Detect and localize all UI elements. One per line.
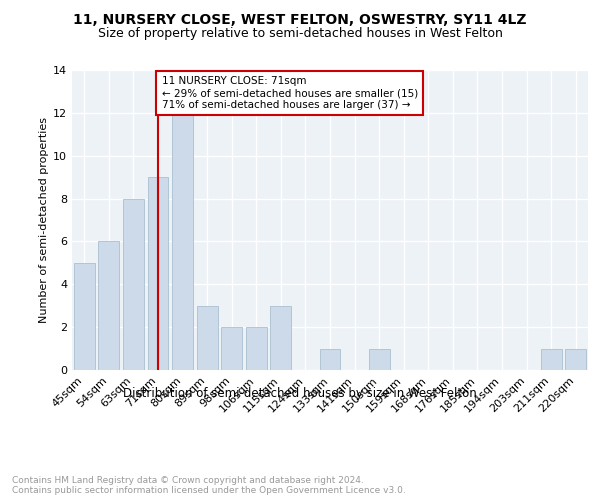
Bar [271, 306, 292, 370]
Bar [246, 327, 267, 370]
Bar [123, 198, 144, 370]
Bar [148, 177, 169, 370]
Text: 11, NURSERY CLOSE, WEST FELTON, OSWESTRY, SY11 4LZ: 11, NURSERY CLOSE, WEST FELTON, OSWESTRY… [73, 12, 527, 26]
Bar [368, 348, 389, 370]
Y-axis label: Number of semi-detached properties: Number of semi-detached properties [39, 117, 49, 323]
Bar [320, 348, 340, 370]
Bar [74, 263, 95, 370]
Text: Distribution of semi-detached houses by size in West Felton: Distribution of semi-detached houses by … [123, 388, 477, 400]
Text: 11 NURSERY CLOSE: 71sqm
← 29% of semi-detached houses are smaller (15)
71% of se: 11 NURSERY CLOSE: 71sqm ← 29% of semi-de… [161, 76, 418, 110]
Text: Contains HM Land Registry data © Crown copyright and database right 2024.
Contai: Contains HM Land Registry data © Crown c… [12, 476, 406, 495]
Bar [172, 113, 193, 370]
Bar [98, 242, 119, 370]
Bar [541, 348, 562, 370]
Bar [565, 348, 586, 370]
Bar [221, 327, 242, 370]
Bar [197, 306, 218, 370]
Text: Size of property relative to semi-detached houses in West Felton: Size of property relative to semi-detach… [98, 28, 502, 40]
